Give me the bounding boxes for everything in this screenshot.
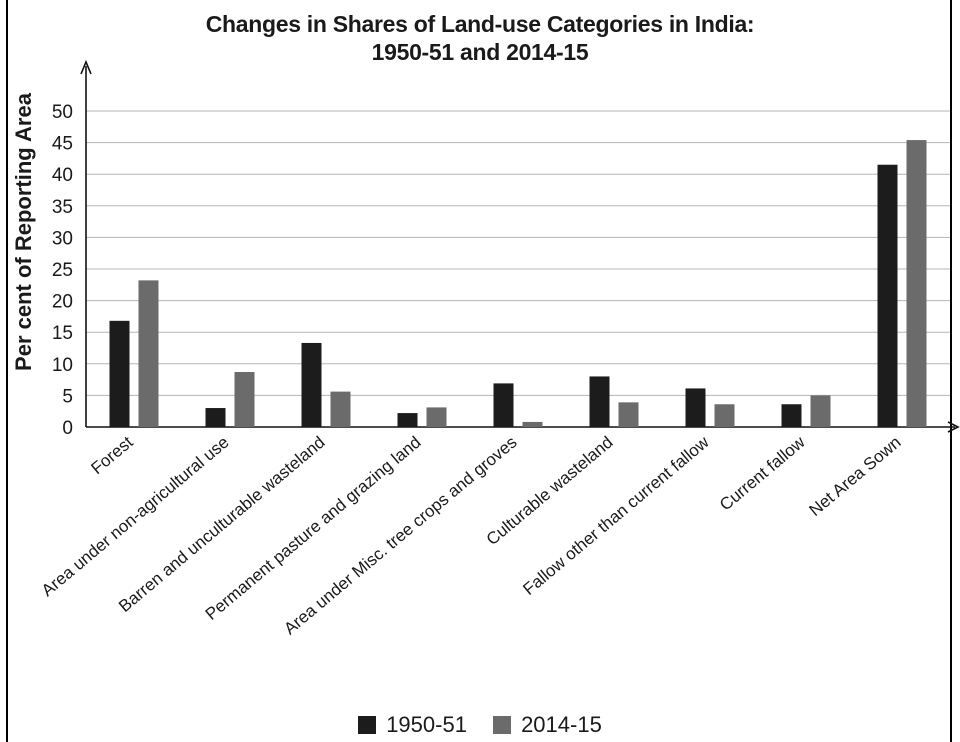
bar-1950-51-4 [493, 383, 514, 427]
legend-label-1950-51: 1950-51 [386, 712, 467, 737]
bar-1950-51-3 [397, 413, 418, 427]
legend-item-2014-15: 2014-15 [493, 712, 602, 738]
x-tick-label-2: Barren and unculturable wasteland [115, 433, 328, 616]
y-tick-label-20: 20 [52, 292, 73, 313]
x-tick-label-1: Area under non-agricultural use [38, 433, 233, 601]
chart-frame [6, 0, 952, 742]
bar-2014-15-4 [522, 421, 543, 427]
y-tick-label-45: 45 [52, 134, 73, 155]
bar-2014-15-1 [234, 372, 255, 427]
x-axis-arrow [947, 421, 960, 433]
bar-2014-15-6 [714, 404, 735, 427]
bar-1950-51-1 [205, 408, 226, 427]
y-tick-label-40: 40 [52, 165, 73, 186]
y-tick-label-15: 15 [52, 323, 73, 344]
bar-1950-51-8 [877, 164, 898, 427]
bar-1950-51-0 [109, 320, 130, 427]
x-tick-label-6: Fallow other than current fallow [519, 432, 713, 599]
bar-1950-51-6 [685, 388, 706, 427]
chart-title-line-1: Changes in Shares of Land-use Categories… [205, 11, 755, 37]
y-axis-label: Per cent of Reporting Area [11, 92, 36, 371]
y-tick-label-50: 50 [52, 102, 73, 123]
bar-2014-15-0 [138, 280, 159, 427]
bar-2014-15-3 [426, 407, 447, 427]
y-tick-label-30: 30 [52, 228, 73, 249]
bar-2014-15-7 [810, 395, 831, 427]
bar-2014-15-5 [618, 402, 639, 427]
legend: 1950-51 2014-15 [0, 712, 960, 740]
y-tick-label-5: 5 [62, 386, 73, 407]
y-axis-arrow [80, 59, 92, 75]
bar-1950-51-5 [589, 376, 610, 427]
x-tick-label-8: Net Area Sown [805, 433, 904, 520]
chart-title-line-2: 1950-51 and 2014-15 [371, 39, 589, 65]
legend-item-1950-51: 1950-51 [358, 712, 467, 738]
bar-2014-15-2 [330, 391, 351, 427]
bar-2014-15-8 [906, 140, 927, 427]
x-tick-label-0: Forest [87, 432, 136, 478]
legend-label-2014-15: 2014-15 [521, 712, 602, 737]
y-tick-label-25: 25 [52, 260, 73, 281]
chart-title: Changes in Shares of Land-use Categories… [0, 10, 960, 66]
x-tick-label-7: Current fallow [716, 432, 809, 514]
bar-1950-51-7 [781, 404, 802, 427]
bar-1950-51-2 [301, 342, 322, 427]
y-tick-label-35: 35 [52, 197, 73, 218]
legend-swatch-1950-51 [358, 716, 377, 734]
y-tick-label-0: 0 [62, 418, 73, 439]
legend-swatch-2014-15 [493, 716, 512, 734]
y-tick-label-10: 10 [52, 355, 73, 376]
